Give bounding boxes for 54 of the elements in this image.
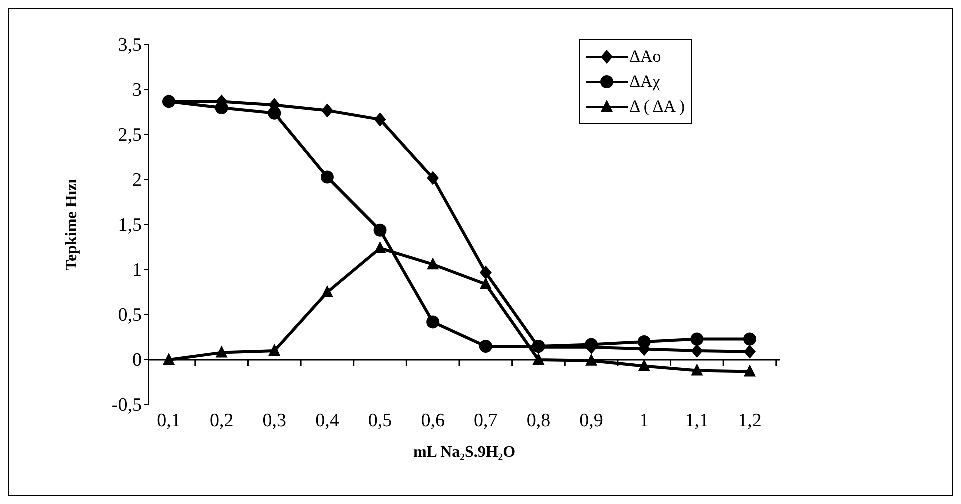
point [268,106,282,120]
point [321,104,334,118]
point [427,258,440,270]
point [586,354,598,366]
point [268,344,281,356]
point [163,353,175,365]
x-tick-label: 0,6 [421,410,445,432]
point [374,224,387,237]
point [480,266,492,280]
x-axis-title: mL Na₂S.9H₂O [413,444,516,461]
point [321,286,334,298]
point [216,346,228,358]
y-tick-label: 2,5 [118,125,142,146]
x-tick-label: 0,4 [316,410,340,432]
legend-label: Δ ( ΔA ) [630,96,685,116]
point [744,332,756,346]
point [744,364,756,377]
point [215,102,228,114]
y-tick-label: -0,5 [112,395,142,416]
point [320,170,334,184]
x-tick-label: 0,9 [580,410,604,432]
point [374,241,386,254]
point [480,277,492,290]
point [690,332,704,346]
x-tick-label: 0,7 [474,410,498,432]
point [638,336,651,348]
x-tick-label: 0,2 [210,410,234,432]
x-tick-label: 0,8 [526,410,551,432]
point [744,344,756,359]
y-tick-label: 0 [132,350,142,371]
point [691,344,704,358]
x-tick-label: 1,2 [738,410,762,432]
x-tick-label: 0,3 [262,410,287,432]
y-tick-label: 2 [132,170,142,191]
legend-label: ΔAo [630,46,662,66]
point [374,112,386,127]
x-tick-label: 1,1 [685,410,710,432]
x-tick-label: 0,5 [368,410,392,432]
point [691,364,704,376]
point [426,316,440,329]
y-tick-label: 3,5 [118,35,142,56]
point [532,353,545,365]
point [479,340,492,353]
y-tick-label: 3 [132,80,142,101]
point [427,171,440,186]
point [585,338,598,352]
y-tick-label: 0,5 [118,305,142,326]
legend-label: ΔAχ [630,72,660,92]
y-tick-label: 1,5 [118,215,142,236]
point [638,359,650,372]
y-axis-title: Tepkime Hızı [64,178,81,271]
x-tick-label: 1 [640,410,650,432]
x-tick-label: 0,1 [157,410,181,432]
y-tick-label: 1 [132,260,142,281]
